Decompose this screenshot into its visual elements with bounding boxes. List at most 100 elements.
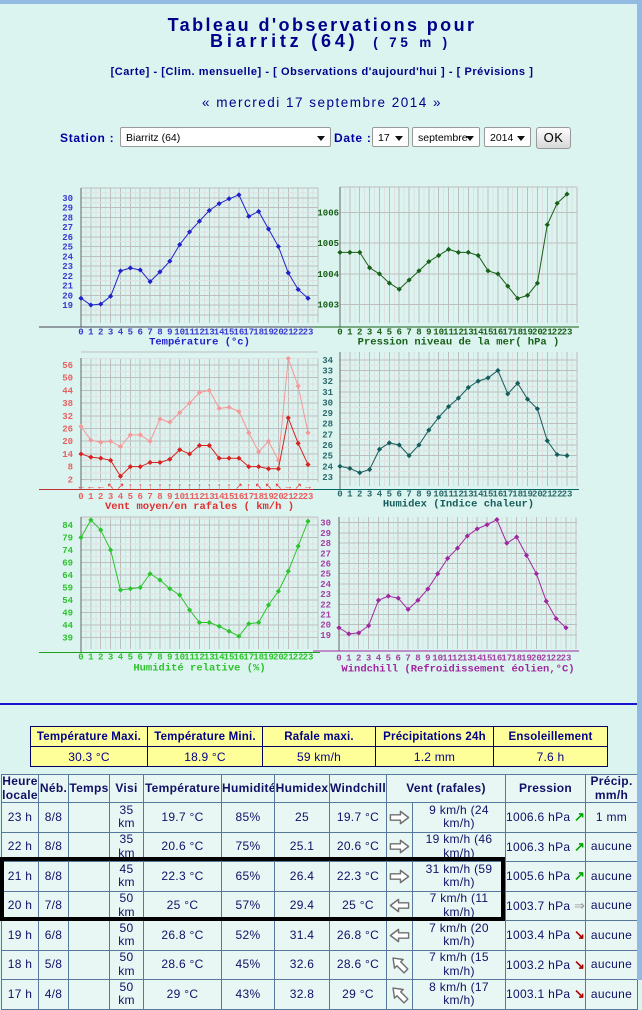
svg-text:7: 7: [406, 490, 411, 500]
svg-text:30: 30: [62, 194, 73, 204]
svg-text:12: 12: [452, 654, 463, 664]
svg-text:28: 28: [322, 420, 333, 430]
svg-text:19: 19: [320, 631, 331, 641]
svg-text:26: 26: [62, 233, 73, 243]
svg-text:74: 74: [62, 546, 73, 556]
svg-text:14: 14: [473, 328, 484, 338]
svg-text:21: 21: [283, 653, 294, 663]
svg-text:14: 14: [214, 328, 225, 338]
svg-text:0: 0: [78, 653, 83, 663]
svg-text:23: 23: [320, 590, 331, 600]
svg-text:↑: ↑: [227, 481, 232, 491]
svg-text:20: 20: [62, 437, 73, 447]
svg-text:6: 6: [138, 328, 143, 338]
svg-text:20: 20: [273, 492, 284, 502]
svg-text:26: 26: [322, 441, 333, 451]
svg-text:19: 19: [522, 328, 533, 338]
svg-text:↖: ↖: [275, 481, 283, 491]
svg-text:Vent moyen/en rafales ( km/h ): Vent moyen/en rafales ( km/h ): [105, 501, 294, 513]
svg-text:20: 20: [532, 328, 543, 338]
svg-text:31: 31: [322, 388, 333, 398]
svg-text:18: 18: [253, 492, 264, 502]
svg-text:15: 15: [483, 490, 494, 500]
svg-text:16: 16: [493, 490, 504, 500]
svg-text:20: 20: [531, 654, 542, 664]
svg-text:19: 19: [521, 654, 532, 664]
svg-text:14: 14: [214, 492, 225, 502]
svg-text:19: 19: [263, 328, 274, 338]
svg-text:←: ←: [86, 481, 95, 491]
svg-text:19: 19: [263, 653, 274, 663]
svg-text:44: 44: [62, 621, 73, 631]
svg-text:14: 14: [472, 654, 483, 664]
svg-text:69: 69: [62, 559, 73, 569]
svg-text:0: 0: [78, 492, 83, 502]
svg-text:23: 23: [322, 473, 333, 483]
svg-text:54: 54: [62, 596, 73, 606]
svg-text:32: 32: [62, 412, 73, 422]
svg-text:50: 50: [62, 374, 73, 384]
svg-text:23: 23: [303, 328, 314, 338]
svg-text:1: 1: [88, 653, 94, 663]
svg-text:2: 2: [98, 653, 103, 663]
svg-text:18: 18: [512, 490, 523, 500]
svg-text:9: 9: [167, 653, 172, 663]
svg-text:23: 23: [62, 262, 73, 272]
svg-text:3: 3: [367, 490, 372, 500]
svg-text:13: 13: [462, 654, 473, 664]
svg-text:↑: ↑: [217, 481, 222, 491]
svg-text:↑: ↑: [207, 481, 212, 491]
svg-text:7: 7: [405, 654, 410, 664]
svg-text:21: 21: [541, 654, 552, 664]
svg-text:22: 22: [293, 492, 304, 502]
svg-text:56: 56: [62, 361, 73, 371]
svg-text:Windchill (Refroidissement éol: Windchill (Refroidissement éolien,°C): [341, 664, 574, 676]
svg-text:↖: ↖: [107, 481, 115, 491]
svg-text:6: 6: [138, 492, 143, 502]
svg-text:16: 16: [234, 492, 245, 502]
svg-text:8: 8: [68, 463, 73, 473]
svg-text:4: 4: [377, 328, 383, 338]
svg-text:6: 6: [138, 653, 143, 663]
svg-text:10: 10: [433, 490, 444, 500]
svg-text:5: 5: [387, 490, 392, 500]
svg-text:29: 29: [62, 204, 73, 214]
svg-text:17: 17: [501, 654, 512, 664]
svg-text:8: 8: [157, 653, 162, 663]
svg-text:3: 3: [108, 492, 113, 502]
svg-text:0: 0: [336, 654, 341, 664]
svg-text:14: 14: [473, 490, 484, 500]
svg-text:12: 12: [194, 328, 205, 338]
svg-text:27: 27: [320, 549, 331, 559]
svg-text:8: 8: [157, 328, 162, 338]
svg-text:4: 4: [118, 328, 124, 338]
svg-text:6: 6: [397, 490, 402, 500]
svg-text:23: 23: [562, 490, 573, 500]
svg-text:23: 23: [562, 328, 573, 338]
svg-text:27: 27: [62, 223, 73, 233]
svg-text:30: 30: [322, 398, 333, 408]
svg-text:17: 17: [243, 492, 254, 502]
svg-text:8: 8: [416, 328, 421, 338]
svg-text:59: 59: [62, 584, 73, 594]
svg-text:8: 8: [157, 492, 162, 502]
svg-text:19: 19: [522, 490, 533, 500]
svg-text:↑: ↑: [158, 481, 163, 491]
svg-text:28: 28: [320, 539, 331, 549]
svg-text:1: 1: [88, 492, 94, 502]
svg-text:0: 0: [337, 490, 342, 500]
svg-text:16: 16: [493, 328, 504, 338]
svg-text:18: 18: [253, 653, 264, 663]
svg-text:12: 12: [453, 328, 464, 338]
svg-text:12: 12: [453, 490, 464, 500]
svg-text:15: 15: [224, 653, 235, 663]
svg-text:11: 11: [184, 653, 195, 663]
svg-text:84: 84: [62, 521, 73, 531]
svg-text:19: 19: [62, 301, 73, 311]
svg-text:18: 18: [253, 328, 264, 338]
svg-text:→: →: [284, 481, 293, 491]
svg-text:→: →: [304, 481, 313, 491]
svg-text:11: 11: [184, 492, 195, 502]
svg-text:39: 39: [62, 634, 73, 644]
svg-text:21: 21: [542, 328, 553, 338]
